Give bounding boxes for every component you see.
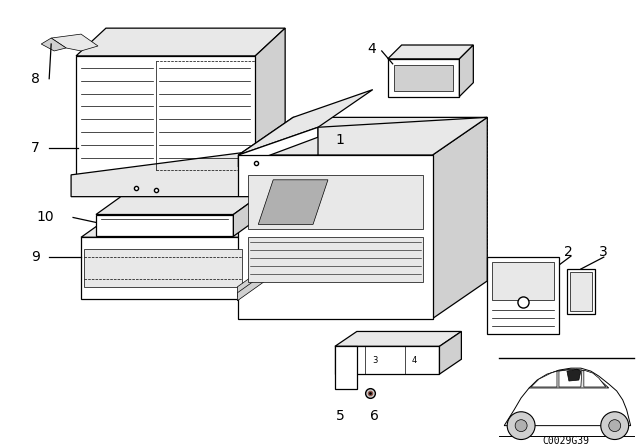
Polygon shape: [433, 117, 487, 319]
Text: 7: 7: [31, 141, 40, 155]
Text: 6: 6: [371, 409, 379, 423]
Polygon shape: [335, 332, 461, 346]
Text: 10: 10: [36, 211, 54, 224]
Polygon shape: [394, 65, 453, 90]
Text: 4: 4: [368, 42, 376, 56]
Polygon shape: [245, 217, 273, 299]
Polygon shape: [460, 45, 474, 97]
Polygon shape: [238, 117, 487, 155]
Polygon shape: [559, 369, 582, 387]
Polygon shape: [234, 197, 259, 236]
Polygon shape: [255, 28, 285, 175]
Text: 3: 3: [372, 356, 378, 365]
Polygon shape: [335, 346, 440, 374]
Polygon shape: [492, 262, 554, 300]
Polygon shape: [567, 269, 595, 314]
Polygon shape: [248, 237, 422, 282]
Polygon shape: [248, 175, 422, 229]
Text: 9: 9: [31, 250, 40, 264]
Text: 4: 4: [412, 356, 417, 365]
Polygon shape: [487, 257, 559, 335]
Polygon shape: [76, 28, 285, 56]
Polygon shape: [529, 369, 609, 388]
Polygon shape: [567, 369, 581, 381]
Polygon shape: [237, 267, 265, 297]
Polygon shape: [318, 117, 487, 155]
Polygon shape: [237, 273, 265, 301]
Polygon shape: [440, 332, 461, 374]
Polygon shape: [335, 346, 357, 389]
Polygon shape: [51, 34, 98, 51]
Polygon shape: [388, 45, 474, 59]
Polygon shape: [238, 127, 318, 167]
Polygon shape: [238, 155, 433, 319]
Polygon shape: [71, 147, 305, 197]
Text: 3: 3: [599, 245, 607, 259]
Polygon shape: [84, 249, 243, 287]
Circle shape: [609, 420, 621, 431]
Circle shape: [507, 412, 535, 439]
Polygon shape: [76, 56, 255, 175]
Polygon shape: [570, 272, 592, 310]
Polygon shape: [584, 370, 605, 387]
Text: 8: 8: [31, 72, 40, 86]
Polygon shape: [96, 197, 259, 215]
Polygon shape: [81, 217, 273, 237]
Polygon shape: [41, 38, 66, 51]
Text: 2: 2: [564, 245, 573, 259]
Polygon shape: [504, 368, 630, 426]
Text: 5: 5: [335, 409, 344, 423]
Polygon shape: [388, 59, 460, 97]
Polygon shape: [96, 215, 234, 236]
Polygon shape: [81, 237, 245, 299]
Text: 1: 1: [335, 133, 344, 147]
Polygon shape: [259, 180, 328, 224]
Polygon shape: [238, 90, 372, 155]
Circle shape: [601, 412, 628, 439]
Text: C0029G39: C0029G39: [543, 435, 589, 445]
Polygon shape: [531, 371, 557, 387]
Circle shape: [515, 420, 527, 431]
